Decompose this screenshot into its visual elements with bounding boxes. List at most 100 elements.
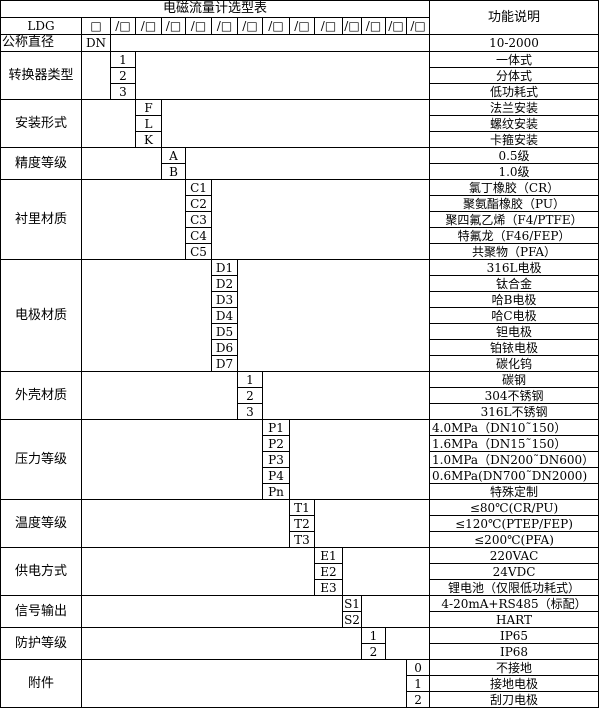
blank-cell xyxy=(261,371,431,420)
group-label: 电极材质 xyxy=(0,259,82,372)
option-description: 聚氨酯橡胶（PU） xyxy=(429,195,600,212)
option-description: 卡箍安装 xyxy=(429,131,600,148)
row-label: 公称直径 xyxy=(0,34,82,52)
group-label: 压力等级 xyxy=(0,419,82,500)
option-description: IP65 xyxy=(429,627,600,644)
group-label: 温度等级 xyxy=(0,499,82,548)
group-label: 衬里材质 xyxy=(0,179,82,260)
option-description: 钽电极 xyxy=(429,323,600,340)
option-code: C2 xyxy=(185,195,212,212)
option-code: C3 xyxy=(185,211,212,228)
option-description: 碳化钨 xyxy=(429,355,600,372)
option-row: E2 24VDC xyxy=(1,563,600,580)
blank-cell xyxy=(81,179,186,260)
option-code: 3 xyxy=(237,403,263,420)
option-code: D3 xyxy=(211,291,238,308)
option-code: C1 xyxy=(185,179,212,196)
option-description: 1.6MPa（DN15˜150） xyxy=(429,435,600,452)
option-row: 精度等级 A 0.5级 xyxy=(0,147,600,180)
option-row: K 卡箍安装 xyxy=(1,131,600,148)
option-description: 不接地 xyxy=(429,659,600,676)
blank-cell xyxy=(81,659,407,708)
option-description: 聚四氟乙烯（F4/PTFE） xyxy=(429,211,600,228)
option-row: 1 接地电极 xyxy=(1,675,600,692)
option-description: ≤200℃(PFA) xyxy=(429,531,600,548)
option-row: 信号输出 S1 4-20mA+RS485（标配） xyxy=(0,595,600,628)
option-description: 220VAC xyxy=(429,547,600,564)
group-label: 安装形式 xyxy=(0,99,82,148)
nominal-diameter-row: 公称直径 DN 10-2000 xyxy=(0,34,600,52)
blank-cell xyxy=(134,51,431,100)
group-label: 防护等级 xyxy=(0,627,82,660)
option-code: E3 xyxy=(314,579,343,596)
blank-cell xyxy=(160,99,431,148)
option-code: D7 xyxy=(211,355,238,372)
code-box: /□ xyxy=(361,17,386,35)
code-box: /□ xyxy=(289,17,315,35)
blank-cell xyxy=(384,627,431,660)
option-code: 1 xyxy=(237,371,263,388)
group-label: 外壳材质 xyxy=(0,371,82,420)
option-description: 钛合金 xyxy=(429,275,600,292)
blank-cell xyxy=(81,51,111,100)
option-description: 接地电极 xyxy=(429,675,600,692)
description-cell: 10-2000 xyxy=(429,34,600,52)
group-label: 转换器类型 xyxy=(0,51,82,100)
table-title: 电磁流量计选型表 xyxy=(0,0,431,18)
blank-cell xyxy=(81,99,136,148)
option-code: T2 xyxy=(289,515,315,532)
option-code: C5 xyxy=(185,243,212,260)
blank-cell xyxy=(81,595,343,628)
option-row: C2 聚氨酯橡胶（PU） xyxy=(1,195,600,212)
option-description: 316L电极 xyxy=(429,259,600,276)
code-box: /□ xyxy=(135,17,162,35)
code-cell: DN xyxy=(81,34,111,52)
option-row: 电极材质 D1 316L电极 xyxy=(0,259,600,372)
blank-cell xyxy=(81,627,362,660)
option-row: B 1.0级 xyxy=(1,163,600,180)
option-description: ≤80℃(CR/PU) xyxy=(429,499,600,516)
blank-cell xyxy=(313,499,431,548)
option-description: ≤120℃(PTEP/FEP) xyxy=(429,515,600,532)
option-row: T3 ≤200℃(PFA) xyxy=(1,531,600,548)
option-description: 碳钢 xyxy=(429,371,600,388)
option-row: 2 刮刀电极 xyxy=(1,691,600,708)
group-label: 信号输出 xyxy=(0,595,82,628)
option-code: L xyxy=(135,115,162,132)
option-code: A xyxy=(161,147,186,164)
option-code: P2 xyxy=(262,435,290,452)
option-row: D5 钽电极 xyxy=(1,323,600,340)
option-description: 锂电池（仅限低功耗式） xyxy=(429,579,600,596)
option-code: 1 xyxy=(110,51,136,68)
option-code: 2 xyxy=(405,691,431,708)
option-row: 压力等级 P1 4.0MPa（DN10˜150） xyxy=(0,419,600,500)
title-row: 电磁流量计选型表 功能说明 xyxy=(0,0,600,35)
option-code: 2 xyxy=(110,67,136,84)
option-code: D4 xyxy=(211,307,238,324)
option-row: 3 低功耗式 xyxy=(1,83,600,100)
blank-cell xyxy=(210,179,431,260)
option-code: P4 xyxy=(262,467,290,484)
option-description: 316L不锈钢 xyxy=(429,403,600,420)
option-description: 法兰安装 xyxy=(429,99,600,116)
group-label: 附件 xyxy=(0,659,82,708)
option-description: HART xyxy=(429,611,600,628)
option-description: 特氟龙（F46/FEP） xyxy=(429,227,600,244)
option-code: 0 xyxy=(405,659,431,676)
option-row: 防护等级 1 IP65 xyxy=(0,627,600,660)
option-code: S1 xyxy=(342,595,362,612)
blank-cell xyxy=(81,547,315,596)
blank-cell xyxy=(288,419,431,500)
option-row: 温度等级 T1 ≤80℃(CR/PU) xyxy=(0,499,600,548)
option-description: 氯丁橡胶（CR） xyxy=(429,179,600,196)
option-description: 4.0MPa（DN10˜150） xyxy=(429,419,600,436)
option-code: T1 xyxy=(289,499,315,516)
group-label: 精度等级 xyxy=(0,147,82,180)
option-code: E2 xyxy=(314,563,343,580)
option-code: 2 xyxy=(361,643,386,660)
blank-cell xyxy=(109,34,431,52)
code-box: /□ xyxy=(314,17,343,35)
dn-box: □ xyxy=(81,17,111,35)
option-code: 1 xyxy=(405,675,431,692)
